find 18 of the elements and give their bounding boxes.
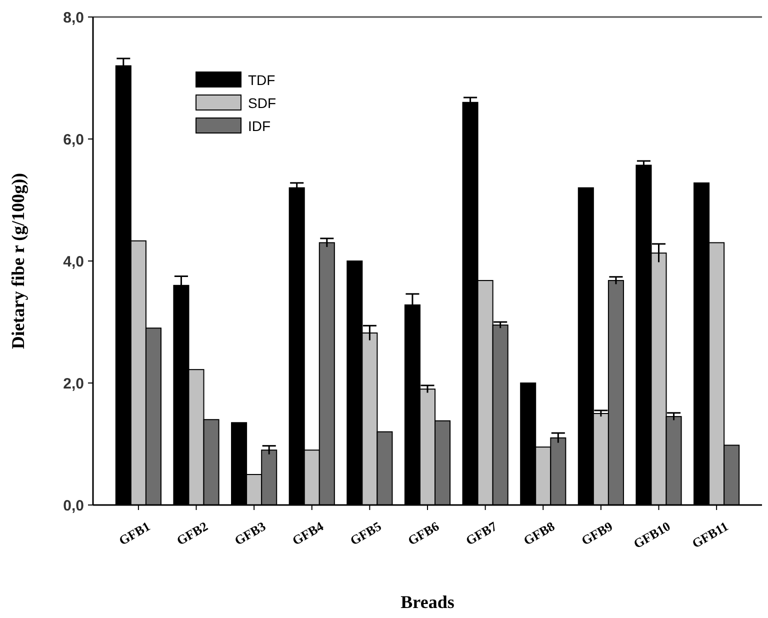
x-tick-label: GFB6 [405, 518, 442, 548]
x-tick-label: GFB4 [290, 518, 326, 548]
x-tick-label: GFB1 [116, 518, 152, 548]
y-tick-label: 0,0 [63, 497, 84, 514]
y-tick-label: 2,0 [63, 375, 84, 392]
y-tick-label: 4,0 [63, 253, 84, 270]
x-tick-label: GFB5 [347, 518, 384, 548]
y-axis-title: Dietary fibe r (g/100g)) [8, 172, 28, 350]
legend-label: IDF [248, 118, 271, 134]
x-tick-label: GFB2 [174, 518, 210, 548]
y-tick-label: 6,0 [63, 131, 84, 148]
x-tick-label: GFB8 [520, 518, 558, 548]
y-tick-label: 8,0 [63, 9, 84, 26]
x-axis-title: Breads [400, 592, 454, 612]
x-tick-label: GFB3 [232, 518, 269, 548]
x-tick-label: GFB9 [578, 518, 616, 548]
legend-label: SDF [248, 94, 276, 111]
legend-label: TDF [248, 72, 276, 88]
